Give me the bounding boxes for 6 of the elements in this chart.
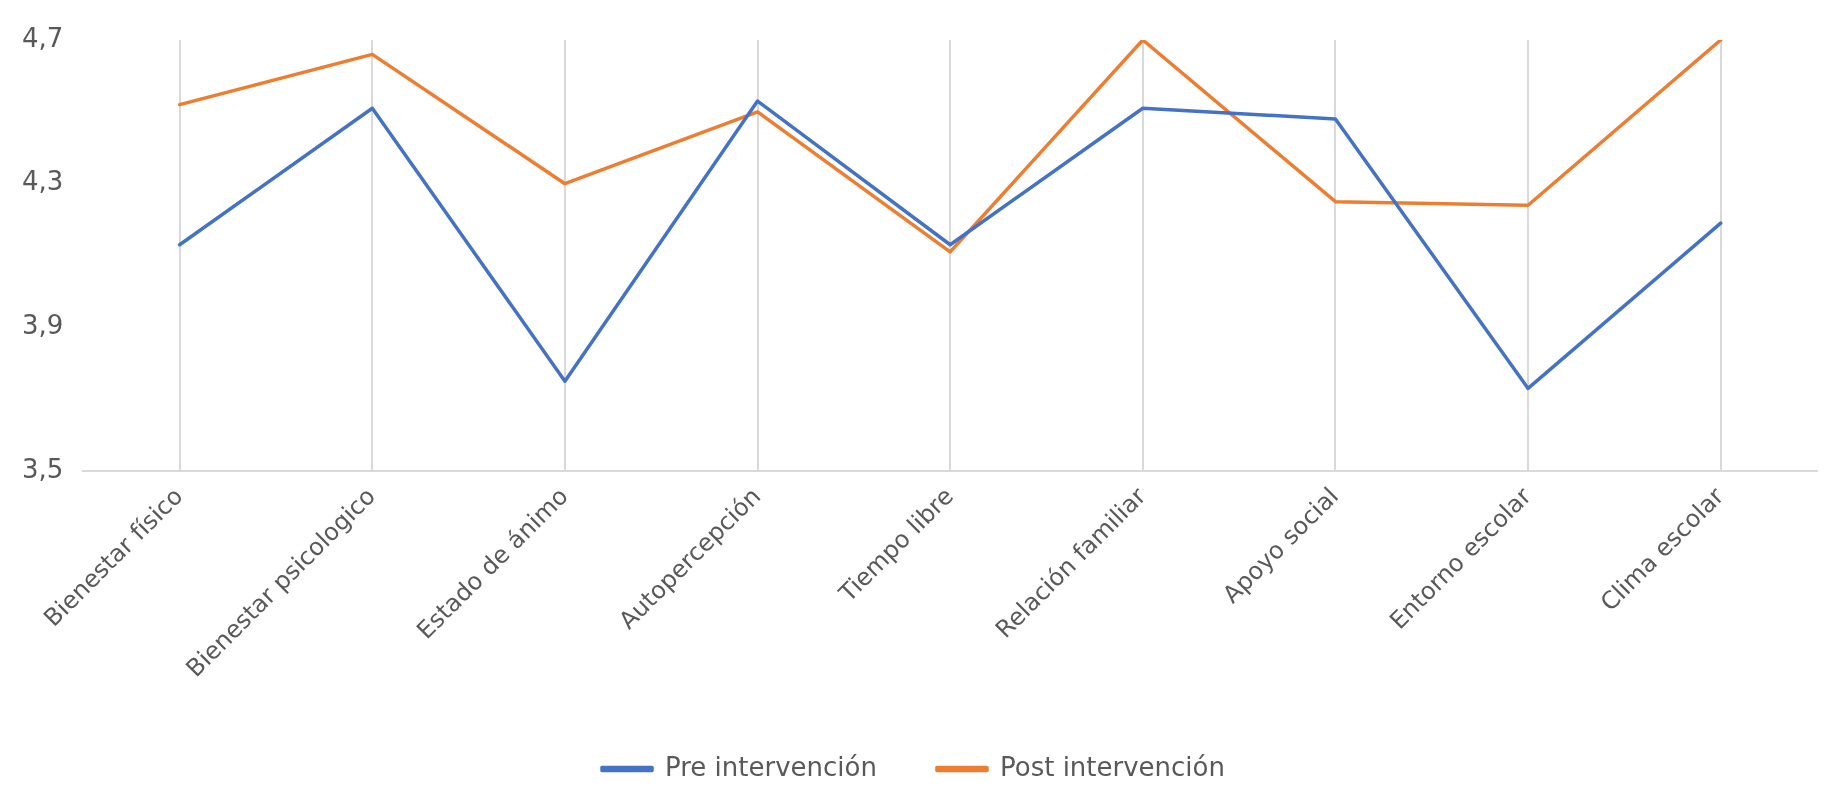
y-tick-label: 4,7 — [21, 22, 64, 53]
y-tick-label: 3,9 — [21, 310, 64, 341]
legend-label: Pre intervención — [665, 751, 877, 782]
y-tick-label: 4,3 — [21, 166, 64, 197]
legend-label: Post intervención — [999, 751, 1225, 782]
y-tick-label: 3,5 — [21, 453, 64, 484]
